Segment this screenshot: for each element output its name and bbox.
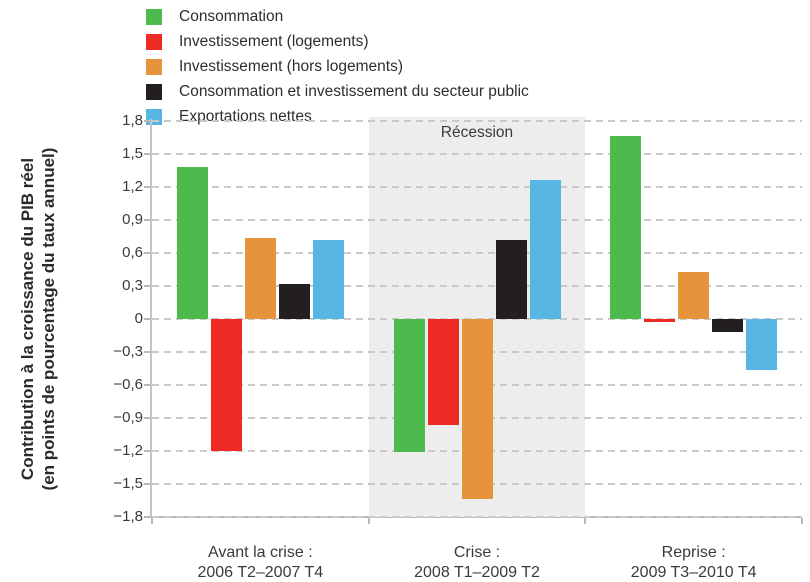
legend-item-consommation: Consommation: [146, 8, 529, 25]
y-axis-line: [150, 119, 152, 518]
bar-consommation-group3: [610, 136, 642, 319]
x-category-label-2: Crise : 2008 T1–2009 T2: [357, 543, 597, 582]
bar-consommation-group2: [393, 319, 425, 453]
y-tick-label-0,9: 0,9: [122, 211, 143, 228]
y-tick-label-0,6: 0,6: [122, 244, 143, 261]
y-tick-mark: [144, 318, 150, 320]
y-tick-label-1,5: 1,5: [122, 145, 143, 162]
y-tick-label-1,2: 1,2: [122, 178, 143, 195]
y-tick-mark: [144, 351, 150, 353]
bar-exportations-nettes-group1: [312, 239, 344, 319]
y-axis-title: Contribution à la croissance du PIB réel…: [17, 89, 59, 549]
plot-area: Récession: [152, 117, 802, 518]
gridline-1,2: [152, 186, 802, 188]
bar-inv-hors-logements-group1: [244, 237, 276, 319]
legend-swatch-consommation: [146, 9, 162, 25]
legend-swatch-inv-logements: [146, 34, 162, 50]
y-axis-title-line1: Contribution à la croissance du PIB réel: [18, 157, 37, 481]
x-category-line2: 2006 T2–2007 T4: [197, 563, 324, 581]
y-tick-label-−1,8: −1,8: [113, 508, 143, 525]
bar-inv-hors-logements-group3: [678, 271, 710, 319]
bar-exportations-nettes-group3: [746, 319, 778, 370]
x-category-line1: Avant la crise :: [208, 544, 313, 561]
y-tick-mark: [144, 219, 150, 221]
bar-inv-logements-group1: [210, 319, 242, 451]
y-tick-label-−0,3: −0,3: [113, 343, 143, 360]
y-tick-label-−1,5: −1,5: [113, 475, 143, 492]
bar-consommation-group1: [176, 167, 208, 319]
gridline-0,3: [152, 285, 802, 287]
x-category-label-1: Avant la crise : 2006 T2–2007 T4: [140, 543, 380, 582]
y-tick-mark: [144, 120, 150, 122]
x-tick-mark: [801, 518, 803, 524]
legend-label-secteur-public: Consommation et investissement du secteu…: [179, 83, 529, 100]
legend-swatch-inv-hors-logements: [146, 59, 162, 75]
y-tick-mark: [144, 483, 150, 485]
recession-band-label: Récession: [440, 124, 514, 141]
x-category-line2: 2008 T1–2009 T2: [414, 563, 540, 581]
gridline-1,8: [152, 120, 802, 122]
x-tick-mark: [584, 518, 587, 524]
bar-inv-logements-group3: [644, 319, 676, 323]
x-category-line2: 2009 T3–2010 T4: [630, 563, 757, 581]
y-tick-mark: [144, 516, 150, 518]
x-category-line1: Crise :: [453, 544, 501, 561]
bar-inv-logements-group2: [427, 319, 459, 425]
y-tick-mark: [144, 186, 150, 188]
bar-secteur-public-group2: [495, 239, 527, 319]
legend-item-inv-logements: Investissement (logements): [146, 33, 529, 50]
bar-inv-hors-logements-group2: [461, 319, 493, 500]
y-tick-label-0,3: 0,3: [122, 277, 143, 294]
y-tick-label-−0,9: −0,9: [113, 409, 143, 426]
y-tick-label-−1,2: −1,2: [113, 442, 143, 459]
y-tick-mark: [144, 417, 150, 419]
x-category-label-3: Reprise : 2009 T3–2010 T4: [574, 543, 810, 582]
legend-label-inv-logements: Investissement (logements): [179, 33, 369, 50]
legend-label-inv-hors-logements: Investissement (hors logements): [179, 58, 403, 75]
y-tick-label-0: 0: [134, 310, 143, 327]
legend-item-inv-hors-logements: Investissement (hors logements): [146, 58, 529, 75]
y-tick-mark: [144, 153, 150, 155]
legend-swatch-secteur-public: [146, 84, 162, 100]
gridline-0,9: [152, 219, 802, 221]
y-axis-title-line2: (en points de pourcentage du taux annuel…: [39, 147, 58, 491]
x-tick-mark: [151, 518, 153, 524]
legend-item-secteur-public: Consommation et investissement du secteu…: [146, 83, 529, 100]
bar-secteur-public-group1: [278, 283, 310, 319]
bar-secteur-public-group3: [712, 319, 744, 333]
legend-label-consommation: Consommation: [179, 8, 284, 25]
x-category-line1: Reprise :: [661, 544, 726, 561]
y-tick-mark: [144, 252, 150, 254]
gridline-0,6: [152, 252, 802, 254]
x-tick-mark: [367, 518, 370, 524]
gridline-1,5: [152, 153, 802, 155]
y-tick-mark: [144, 450, 150, 452]
gridline-−1,8: [152, 516, 802, 518]
y-tick-label-−0,6: −0,6: [113, 376, 143, 393]
y-tick-mark: [144, 285, 150, 287]
y-tick-mark: [144, 384, 150, 386]
bar-exportations-nettes-group2: [529, 180, 561, 319]
y-tick-label-1,8: 1,8: [122, 112, 143, 129]
